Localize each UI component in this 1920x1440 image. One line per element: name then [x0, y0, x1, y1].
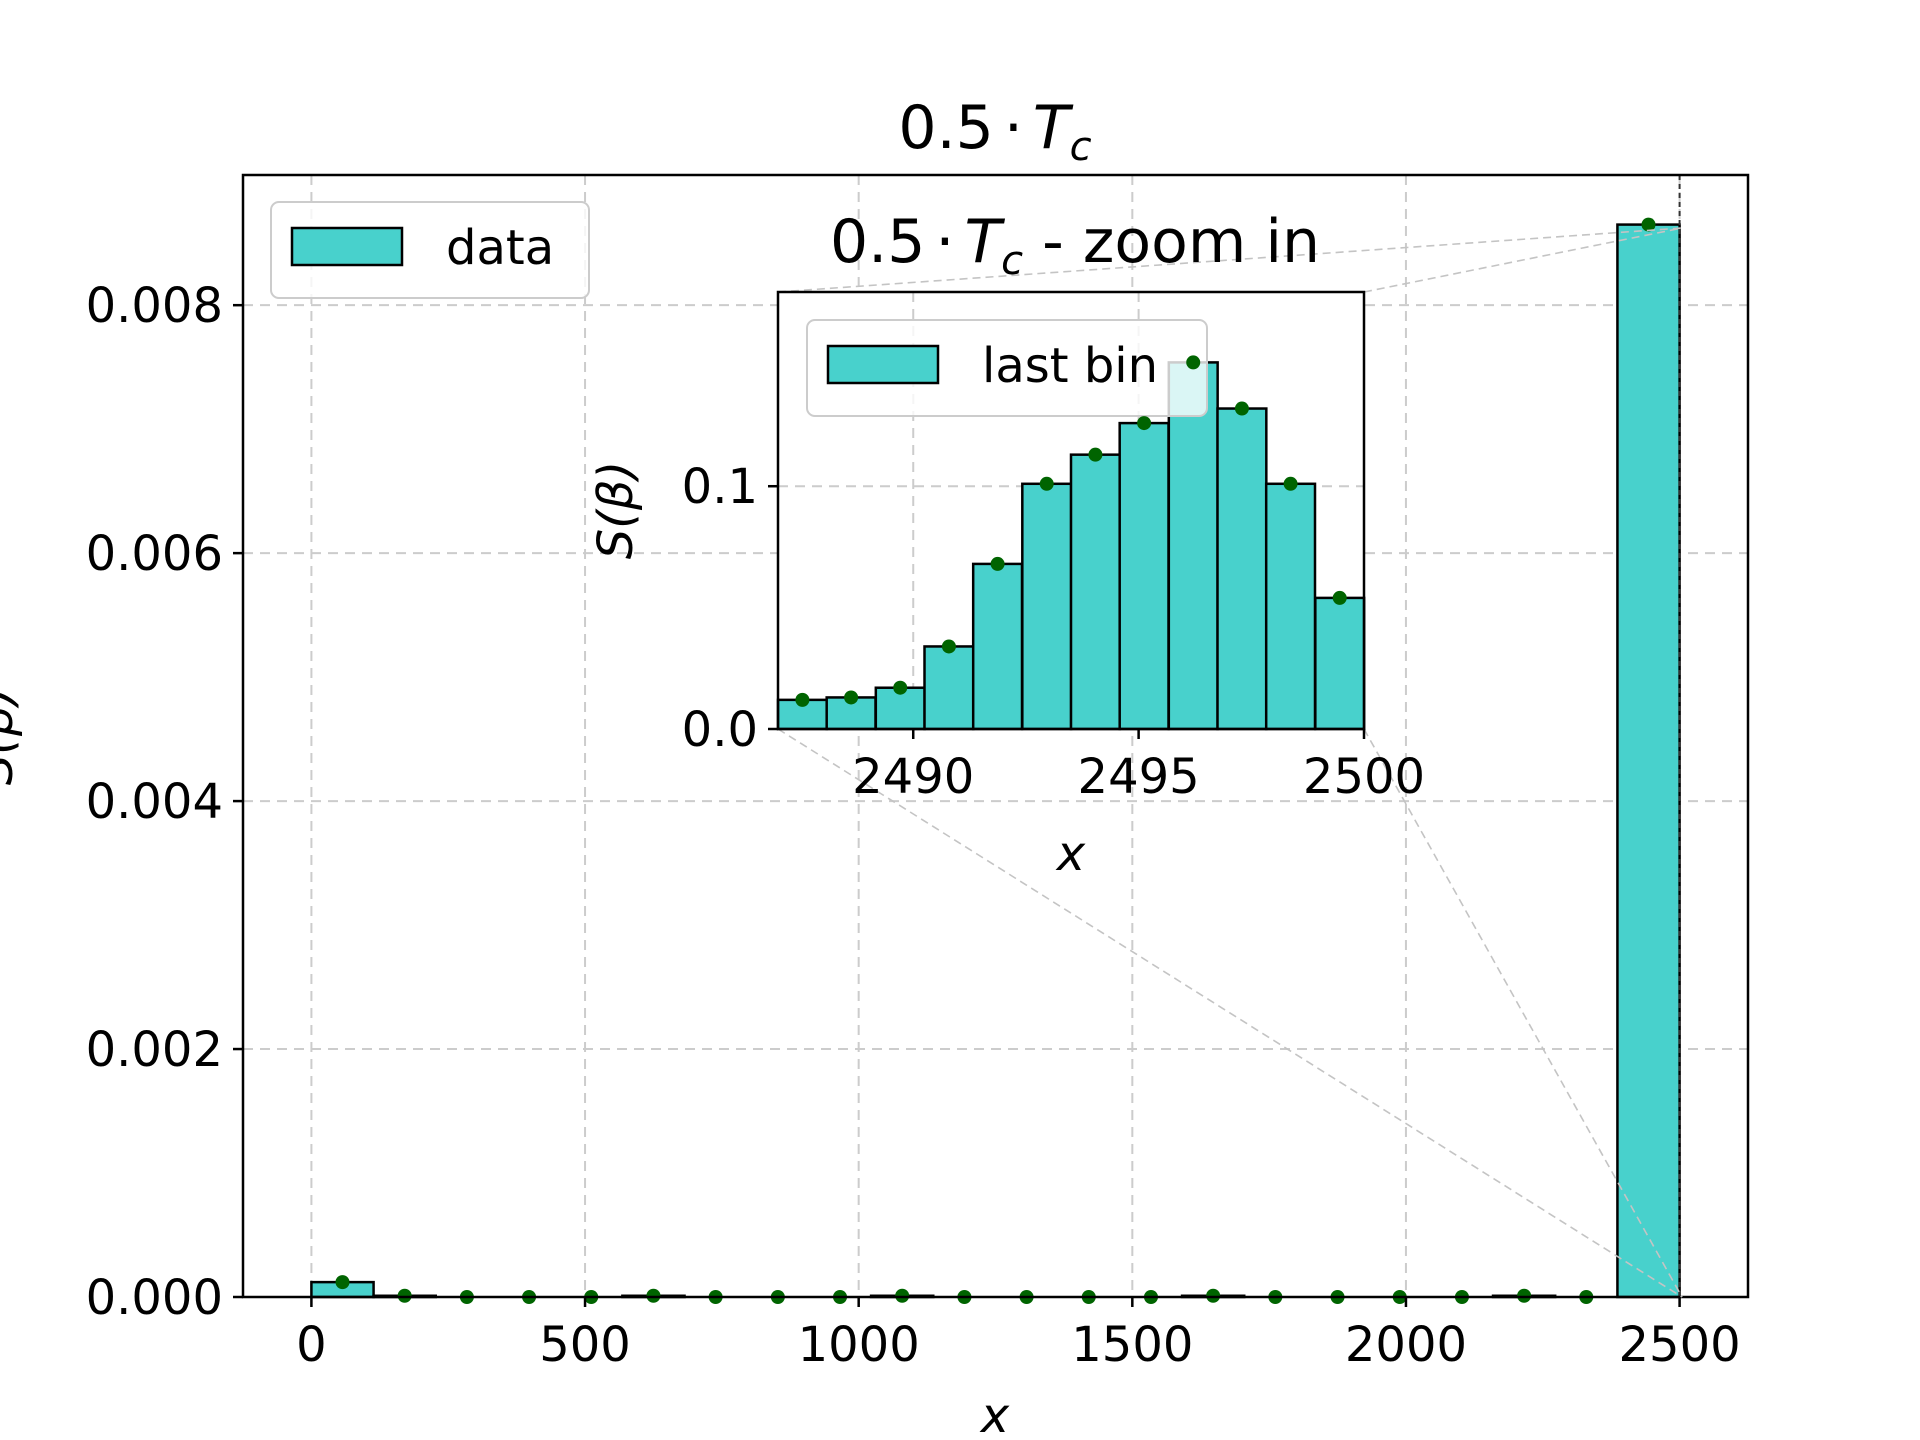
- inset-histogram-bar: [1264, 482, 1317, 731]
- inset-data-point: [1137, 416, 1152, 431]
- inset-histogram-bar: [1021, 482, 1073, 731]
- inset-histogram-bar: [971, 562, 1024, 731]
- main-legend-label: data: [446, 220, 554, 276]
- main-ticks: 0 500 1000 1500 2000 2500 0.000 0.002 0.004 0.006…: [86, 278, 1741, 1373]
- main-plot: 0 500 1000 1500 2000 2500 0.000 0.002 0.004 0.006…: [0, 93, 1750, 1440]
- inset-data-point: [795, 692, 810, 707]
- main-y-tick-label: 0.004: [86, 774, 223, 830]
- inset-data-point: [1234, 401, 1249, 416]
- inset-data-point: [1186, 355, 1201, 370]
- inset-data-point: [1039, 476, 1054, 491]
- zoom-connector-line: [1363, 728, 1683, 1298]
- inset-data-point: [941, 639, 956, 654]
- main-legend: data: [270, 201, 590, 299]
- main-y-axis-label: S(β): [0, 687, 24, 786]
- main-chart-title: 0.5 · Tc: [898, 93, 1091, 170]
- inset-legend-label: last bin: [982, 338, 1158, 394]
- main-x-tick-label: 2500: [1619, 1317, 1741, 1373]
- inset-points: [795, 355, 1347, 707]
- inset-legend: last bin: [806, 319, 1208, 417]
- inset-y-tick-label: 0.0: [682, 702, 758, 758]
- main-y-tick-label: 0.000: [86, 1270, 223, 1326]
- main-y-tick-label: 0.006: [86, 526, 223, 582]
- main-histogram-bar: [1616, 223, 1681, 1299]
- main-data-point: [335, 1275, 350, 1290]
- inset-plot-frame: [776, 290, 1366, 731]
- inset-histogram-bar: [923, 645, 975, 731]
- inset-chart-title: 0.5 · Tc - zoom in: [830, 207, 1320, 284]
- inset-histogram-bar: [1118, 421, 1170, 731]
- zoom-connector-lines: [777, 227, 1683, 1298]
- inset-histogram-bar: [1216, 407, 1268, 731]
- inset-data-point: [1088, 447, 1103, 462]
- inset-y-axis-label: S(β): [588, 461, 644, 560]
- main-legend-box: [270, 201, 590, 299]
- inset-data-point: [1283, 476, 1298, 491]
- zoom-connector-line: [777, 227, 1683, 293]
- inset-histogram-bar: [1069, 453, 1122, 731]
- main-x-axis-label: x: [979, 1388, 1010, 1440]
- main-y-tick-label: 0.008: [86, 278, 223, 334]
- main-x-tick-label: 1000: [798, 1317, 920, 1373]
- inset-histogram-bar: [1167, 361, 1219, 731]
- zoom-connector-line: [777, 728, 1683, 1298]
- main-legend-swatch: [290, 226, 404, 267]
- inset-plot: last bin 2490 2495 2500 0.0 0.1 0.5 · Tc - zoo…: [588, 207, 1425, 882]
- inset-y-tick-label: 0.1: [682, 459, 758, 515]
- inset-x-tick-label: 2490: [852, 749, 974, 805]
- inset-legend-box: [806, 319, 1208, 417]
- inset-ticks: 2490 2495 2500 0.0 0.1: [682, 459, 1425, 805]
- inset-data-point: [893, 680, 908, 695]
- main-plot-frame: [241, 173, 1750, 1299]
- inset-data-point: [990, 556, 1005, 571]
- inset-x-tick-label: 2500: [1303, 749, 1425, 805]
- inset-legend-swatch: [826, 344, 940, 385]
- main-x-tick-label: 0: [296, 1317, 327, 1373]
- main-y-tick-label: 0.002: [86, 1022, 223, 1078]
- inset-histogram-bar: [1314, 596, 1366, 731]
- main-x-tick-label: 1500: [1071, 1317, 1193, 1373]
- main-x-tick-label: 2000: [1345, 1317, 1467, 1373]
- main-data-point: [1641, 217, 1656, 232]
- inset-data-point: [1332, 590, 1347, 605]
- main-x-tick-label: 500: [539, 1317, 631, 1373]
- inset-x-tick-label: 2495: [1078, 749, 1200, 805]
- inset-x-axis-label: x: [1055, 826, 1086, 882]
- inset-data-point: [844, 690, 859, 705]
- zoom-connector-line: [1363, 227, 1683, 293]
